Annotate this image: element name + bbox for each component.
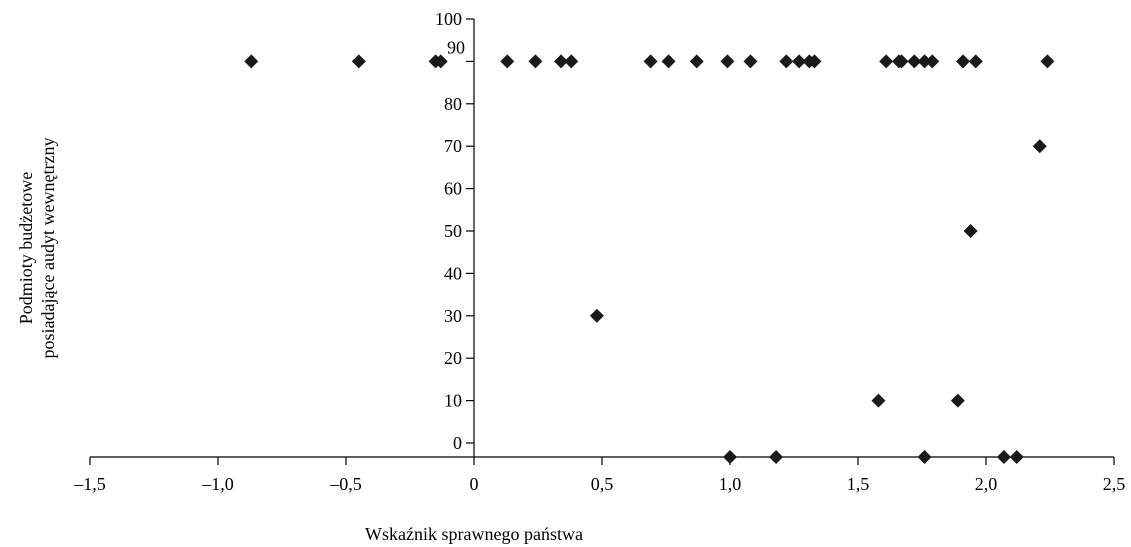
y-tick-label: 30	[444, 306, 462, 326]
x-tick-label: 1,5	[847, 474, 870, 494]
data-point-diamond	[907, 54, 922, 69]
data-point-diamond	[950, 393, 965, 408]
data-point-diamond	[963, 224, 978, 238]
data-point-diamond	[879, 54, 894, 69]
data-points	[244, 54, 1055, 464]
y-tick-label: 50	[444, 221, 462, 241]
axes	[90, 19, 1114, 458]
data-point-diamond	[643, 54, 658, 69]
data-point-diamond	[871, 393, 886, 408]
data-point-diamond	[528, 54, 543, 69]
data-point-diamond	[968, 54, 983, 69]
data-point-diamond	[500, 54, 515, 69]
data-point-diamond	[769, 450, 784, 464]
data-point-diamond	[723, 450, 737, 464]
data-point-diamond	[743, 54, 758, 69]
x-tick-label: 0	[470, 474, 479, 494]
data-point-diamond	[1040, 54, 1055, 69]
data-point-diamond	[1009, 450, 1024, 464]
y-axis-title-line-1: Podmioty budżetowe	[16, 172, 36, 324]
y-tick-label: 100	[435, 9, 462, 29]
y-tick-label: 0	[453, 433, 462, 453]
x-tick-label: –0,5	[329, 474, 362, 494]
data-point-diamond	[955, 54, 970, 69]
data-point-diamond	[564, 54, 579, 69]
data-point-diamond	[351, 54, 366, 69]
y-tick-label: 20	[444, 348, 462, 368]
x-tick-label: 2,0	[975, 474, 998, 494]
data-point-diamond	[1032, 139, 1047, 154]
y-tick-label: 10	[444, 391, 462, 411]
x-tick-label: 1,0	[719, 474, 742, 494]
data-point-diamond	[244, 54, 259, 69]
data-point-diamond	[554, 54, 569, 69]
data-point-diamond	[589, 308, 604, 323]
x-tick-label: 2,5	[1103, 474, 1126, 494]
y-tick-label: 90	[447, 37, 465, 57]
y-tick-label: 70	[444, 136, 462, 156]
data-point-diamond	[433, 54, 448, 69]
data-point-diamond	[917, 450, 932, 464]
data-point-diamond	[917, 54, 932, 69]
x-tick-label: –1,0	[201, 474, 234, 494]
data-point-diamond	[792, 54, 807, 69]
x-tick-label: –1,5	[73, 474, 106, 494]
data-point-diamond	[720, 54, 735, 69]
x-tick-label: 0,5	[591, 474, 614, 494]
y-tick-label: 60	[444, 179, 462, 199]
data-point-diamond	[689, 54, 704, 69]
data-point-diamond	[894, 54, 909, 69]
data-point-diamond	[661, 54, 676, 69]
y-axis-title-line-2: posiadające audyt wewnętrzny	[38, 138, 58, 359]
data-point-diamond	[996, 450, 1011, 464]
data-point-diamond	[807, 54, 822, 69]
data-point-diamond	[925, 54, 940, 69]
y-tick-label: 80	[444, 94, 462, 114]
data-point-diamond	[779, 54, 794, 69]
x-axis-ticks: –1,5 –1,0 –0,5 0 0,5 1,0 1,5 2,0 2,5	[73, 457, 1125, 494]
y-tick-label: 40	[444, 263, 462, 283]
x-axis-title: Wskaźnik sprawnego państwa	[365, 524, 583, 544]
